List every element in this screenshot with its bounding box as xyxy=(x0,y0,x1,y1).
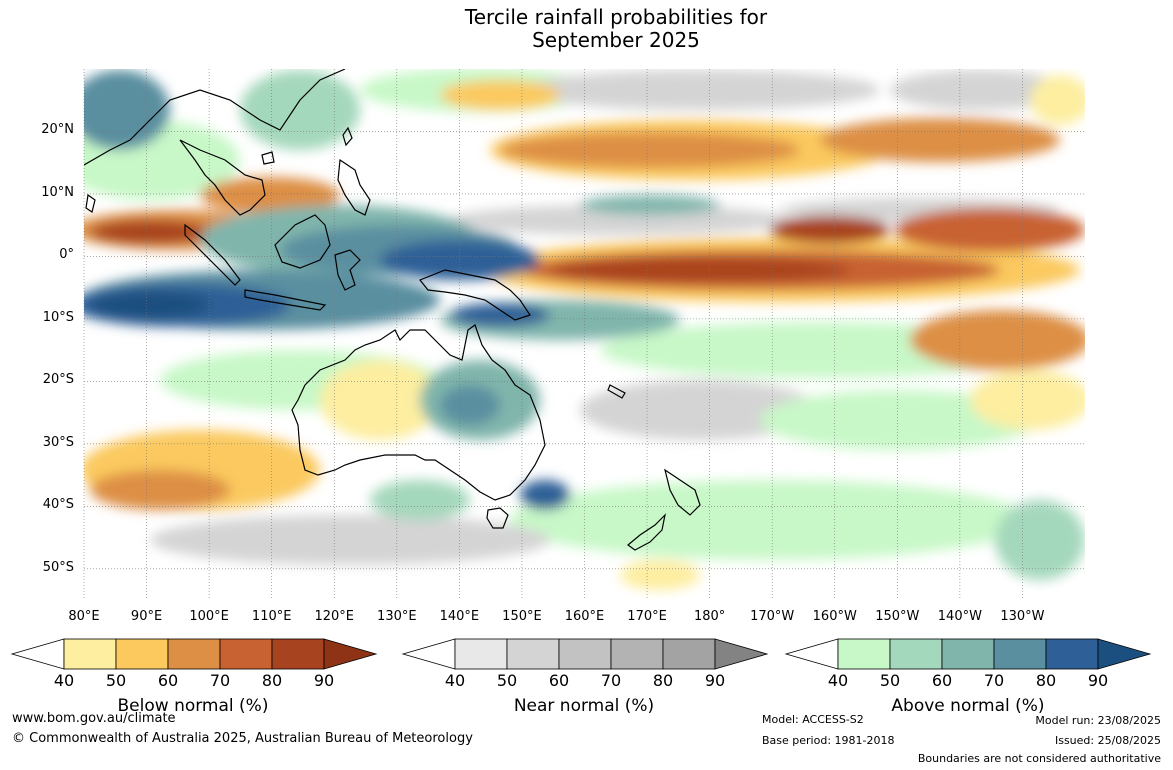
legend-colorbar xyxy=(10,638,378,670)
java-coastline xyxy=(244,289,327,311)
legend-tick-label: 40 xyxy=(444,671,466,690)
legend-swatch xyxy=(941,638,995,670)
longitude-label: 130°E xyxy=(377,609,417,624)
indochina-coastline xyxy=(179,139,266,216)
map-gridlines xyxy=(83,69,1085,600)
sri-lanka-coastline xyxy=(85,193,96,213)
latitude-label: 10°S xyxy=(42,309,74,325)
longitude-label: 170°E xyxy=(627,609,667,624)
legend-tick-label: 80 xyxy=(261,671,283,690)
longitude-label: 140°W xyxy=(937,609,982,624)
legend-tick-label: 80 xyxy=(652,671,674,690)
legend-swatch xyxy=(558,638,612,670)
latitude-label: 20°N xyxy=(41,122,74,138)
latitude-label: 20°S xyxy=(42,372,74,388)
legend-colorbar xyxy=(784,638,1152,670)
legend-swatch xyxy=(271,638,325,670)
legend-colorbars xyxy=(10,638,1152,670)
legend-swatch xyxy=(837,638,891,670)
model-name: Model: ACCESS-S2 xyxy=(762,713,864,726)
legend-swatch xyxy=(167,638,221,670)
longitude-label: 120°E xyxy=(314,609,355,624)
longitude-label: 160°W xyxy=(812,609,857,624)
legend-title-near: Near normal (%) xyxy=(513,696,655,716)
sumatra-coastline xyxy=(184,223,241,286)
legend-title-above: Above normal (%) xyxy=(891,696,1045,716)
latitude-label: 10°N xyxy=(41,184,74,200)
legend-tick-label: 70 xyxy=(983,671,1005,690)
legend-tick-label: 80 xyxy=(1035,671,1057,690)
longitude-label: 170°W xyxy=(750,609,795,624)
legend-swatch xyxy=(63,638,117,670)
new-guinea-coastline xyxy=(419,269,531,321)
website-link[interactable]: www.bom.gov.au/climate xyxy=(12,711,176,726)
latitude-label: 40°S xyxy=(42,497,74,513)
legend-tick-label: 90 xyxy=(704,671,726,690)
new-caledonia-coastline xyxy=(607,384,626,399)
coastlines xyxy=(84,69,701,551)
tasmania-coastline xyxy=(486,507,509,529)
legend-swatch xyxy=(610,638,664,670)
legend-swatch xyxy=(662,638,716,670)
philippines-coastline xyxy=(337,158,371,216)
boundaries-disclaimer: Boundaries are not considered authoritat… xyxy=(917,752,1161,765)
longitude-label: 160°E xyxy=(564,609,605,624)
legend-high-triangle xyxy=(714,638,769,670)
issued-date: Issued: 25/08/2025 xyxy=(1054,734,1161,747)
longitude-label: 140°E xyxy=(439,609,480,624)
australia-coastline xyxy=(291,324,546,501)
longitude-label: 150°W xyxy=(875,609,920,624)
legend-tick-label: 40 xyxy=(827,671,849,690)
legend-swatch xyxy=(993,638,1047,670)
legend-tick-label: 70 xyxy=(600,671,622,690)
longitude-label: 90°E xyxy=(130,609,163,624)
legend-high-triangle xyxy=(323,638,378,670)
legend-tick-label: 50 xyxy=(879,671,901,690)
longitude-label: 80°E xyxy=(68,609,100,624)
map-title-line1: Tercile rainfall probabilities for xyxy=(464,5,768,29)
legend-high-triangle xyxy=(1097,638,1152,670)
model-run-date: Model run: 23/08/2025 xyxy=(1035,714,1161,727)
legend-tick-label: 90 xyxy=(313,671,335,690)
legend-low-triangle xyxy=(10,638,65,670)
hainan-coastline xyxy=(261,151,275,165)
legend-swatch xyxy=(115,638,169,670)
legend-swatch xyxy=(454,638,508,670)
legend-tick-label: 60 xyxy=(931,671,953,690)
legend-tick-label: 70 xyxy=(209,671,231,690)
map-title-line2: September 2025 xyxy=(532,28,700,52)
sulawesi-coastline xyxy=(334,249,361,291)
latitude-label: 0° xyxy=(59,247,74,263)
longitude-label: 150°E xyxy=(502,609,542,624)
legend-tick-label: 50 xyxy=(496,671,518,690)
new-zealand-north-coastline xyxy=(664,468,701,516)
copyright-text: © Commonwealth of Australia 2025, Austra… xyxy=(12,731,473,746)
taiwan-coastline xyxy=(342,126,353,147)
longitude-label: 180° xyxy=(693,609,726,624)
asia-coastline xyxy=(84,69,346,166)
legend-tick-label: 60 xyxy=(548,671,570,690)
legend-tick-label: 50 xyxy=(105,671,127,690)
latitude-label: 50°S xyxy=(42,559,74,575)
map-field xyxy=(84,69,1085,600)
legend-swatch xyxy=(889,638,943,670)
legend-tick-label: 40 xyxy=(53,671,75,690)
borneo-coastline xyxy=(274,214,331,269)
legend-swatch xyxy=(219,638,273,670)
legend-tick-label: 60 xyxy=(157,671,179,690)
legend-tick-label: 90 xyxy=(1087,671,1109,690)
legend-title-below: Below normal (%) xyxy=(117,696,269,716)
longitude-label: 130°W xyxy=(1000,609,1045,624)
longitude-label: 110°E xyxy=(251,609,292,624)
legend-swatch xyxy=(506,638,560,670)
legend-low-triangle xyxy=(401,638,456,670)
legend-colorbar xyxy=(401,638,769,670)
longitude-label: 100°E xyxy=(189,609,229,624)
legend-low-triangle xyxy=(784,638,839,670)
base-period: Base period: 1981-2018 xyxy=(762,734,895,747)
probability-map xyxy=(83,69,1085,600)
legend-swatch xyxy=(1045,638,1099,670)
new-zealand-south-coastline xyxy=(627,513,666,551)
latitude-label: 30°S xyxy=(42,434,74,450)
